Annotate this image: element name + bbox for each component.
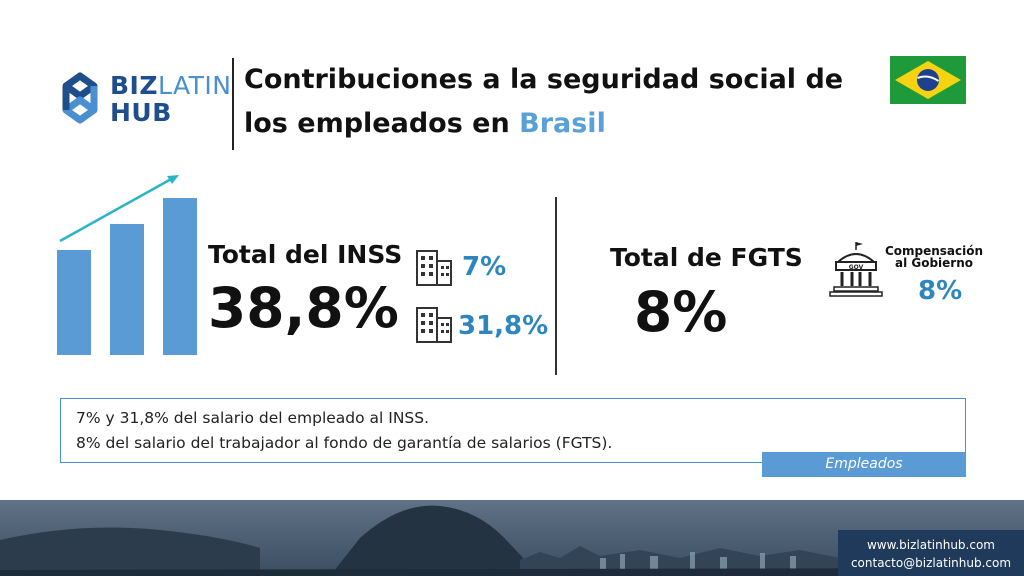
logo-mark-icon <box>62 72 98 124</box>
email-link[interactable]: contacto@bizlatinhub.com <box>850 556 1012 570</box>
inss-employer-rate: 31,8% <box>458 311 549 341</box>
gov-compensation-rate: 8% <box>918 276 963 306</box>
header-divider <box>232 58 234 150</box>
title-accent: Brasil <box>519 108 606 139</box>
contact-box: www.bizlatinhub.com contacto@bizlatinhub… <box>838 530 1024 576</box>
fgts-total-value: 8% <box>634 280 728 344</box>
logo-text-latin: LATIN <box>157 71 232 100</box>
fgts-total-label: Total de FGTS <box>610 243 803 272</box>
bizlatinhub-logo: BIZLATIN HUB <box>58 70 231 132</box>
office-building-icon <box>416 307 452 343</box>
office-building-icon <box>416 250 452 286</box>
government-building-icon: GOV <box>829 242 883 297</box>
gov-compensation-label: Compensación al Gobierno <box>884 244 984 270</box>
info-line-fgts: 8% del salario del trabajador al fondo d… <box>76 434 613 452</box>
growth-bars-icon <box>57 175 197 355</box>
logo-text-biz: BIZ <box>110 71 158 100</box>
info-line-inss: 7% y 31,8% del salario del empleado al I… <box>76 409 430 427</box>
page-title: Contribuciones a la seguridad social de … <box>244 58 884 146</box>
svg-text:GOV: GOV <box>849 264 864 271</box>
brazil-flag-icon <box>890 56 966 104</box>
employees-tag: Empleados <box>762 452 966 477</box>
title-main: Contribuciones a la seguridad social de … <box>244 64 844 139</box>
inss-total-value: 38,8% <box>208 276 399 340</box>
inss-employee-rate: 7% <box>462 252 507 282</box>
website-link[interactable]: www.bizlatinhub.com <box>866 538 995 552</box>
section-divider <box>555 197 557 375</box>
footer-banner: www.bizlatinhub.com contacto@bizlatinhub… <box>0 500 1024 576</box>
inss-total-label: Total del INSS <box>208 240 403 269</box>
logo-text: BIZLATIN HUB <box>110 72 232 126</box>
logo-text-hub: HUB <box>110 98 172 127</box>
